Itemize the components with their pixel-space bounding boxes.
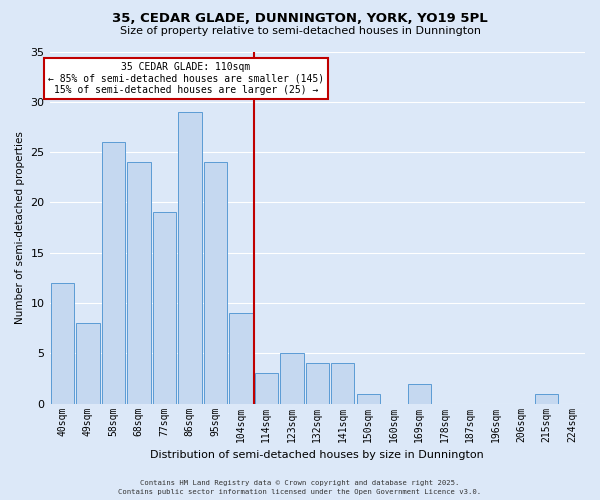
Text: Contains HM Land Registry data © Crown copyright and database right 2025.: Contains HM Land Registry data © Crown c…	[140, 480, 460, 486]
Text: Contains public sector information licensed under the Open Government Licence v3: Contains public sector information licen…	[118, 489, 482, 495]
Bar	[229, 313, 253, 404]
X-axis label: Distribution of semi-detached houses by size in Dunnington: Distribution of semi-detached houses by …	[151, 450, 484, 460]
Bar	[101, 142, 125, 404]
Text: 35, CEDAR GLADE, DUNNINGTON, YORK, YO19 5PL: 35, CEDAR GLADE, DUNNINGTON, YORK, YO19 …	[112, 12, 488, 26]
Bar	[178, 112, 202, 404]
Bar	[305, 364, 329, 404]
Bar	[280, 354, 304, 404]
Bar	[535, 394, 559, 404]
Bar	[254, 374, 278, 404]
Y-axis label: Number of semi-detached properties: Number of semi-detached properties	[15, 131, 25, 324]
Bar	[76, 323, 100, 404]
Text: Size of property relative to semi-detached houses in Dunnington: Size of property relative to semi-detach…	[119, 26, 481, 36]
Bar	[407, 384, 431, 404]
Bar	[356, 394, 380, 404]
Bar	[331, 364, 355, 404]
Bar	[152, 212, 176, 404]
Bar	[127, 162, 151, 404]
Bar	[203, 162, 227, 404]
Bar	[50, 283, 74, 404]
Text: 35 CEDAR GLADE: 110sqm
← 85% of semi-detached houses are smaller (145)
15% of se: 35 CEDAR GLADE: 110sqm ← 85% of semi-det…	[48, 62, 324, 96]
